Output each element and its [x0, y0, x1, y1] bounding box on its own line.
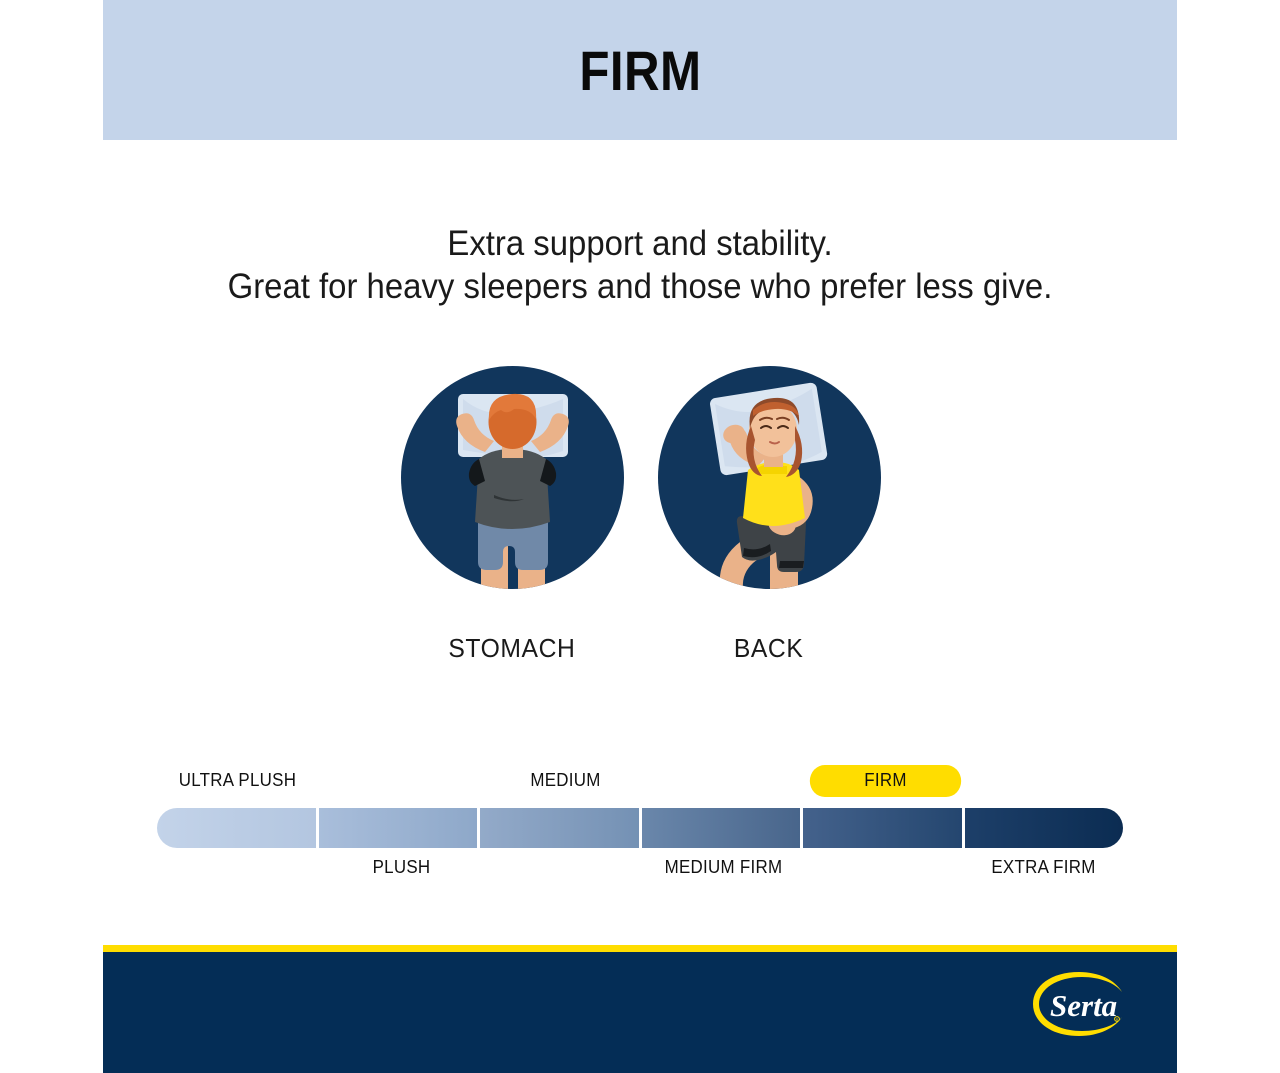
sleep-positions: STOMACH — [103, 366, 1177, 666]
svg-text:R: R — [1116, 1018, 1119, 1022]
subtitle-line-1: Extra support and stability. — [447, 224, 833, 263]
serta-wordmark: Serta — [1050, 988, 1117, 1023]
scale-segment-extra-firm[interactable] — [964, 808, 1123, 848]
scale-label-medium: MEDIUM — [530, 770, 601, 790]
position-label-stomach: STOMACH — [448, 633, 576, 663]
position-label-back: BACK — [734, 633, 804, 663]
footer-bar: Serta R — [103, 945, 1177, 1073]
content-card: FIRM Extra support and stability. Great … — [103, 0, 1177, 1073]
stomach-sleeper-icon — [400, 366, 624, 589]
position-stomach: STOMACH — [397, 366, 627, 664]
scale-label-plush: PLUSH — [372, 857, 431, 877]
scale-labels-top: ULTRA PLUSH MEDIUM FIRM — [157, 765, 1123, 808]
serta-logo: Serta R — [1029, 966, 1129, 1042]
scale-segment-firm[interactable] — [803, 808, 962, 848]
scale-label-extra-firm: EXTRA FIRM — [991, 857, 1096, 877]
firmness-scale: ULTRA PLUSH MEDIUM FIRM PLUSH MEDIUM FIR… — [157, 765, 1123, 895]
scale-label-ultra-plush: ULTRA PLUSH — [178, 770, 297, 790]
back-sleeper-icon — [657, 366, 881, 589]
subtitle-line-2: Great for heavy sleepers and those who p… — [227, 267, 1053, 306]
scale-segment-plush[interactable] — [318, 808, 477, 848]
scale-labels-bottom: PLUSH MEDIUM FIRM EXTRA FIRM — [157, 857, 1123, 891]
header-banner: FIRM — [103, 0, 1177, 140]
scale-segment-medium[interactable] — [480, 808, 639, 848]
scale-segment-ultra-plush[interactable] — [157, 808, 316, 848]
scale-label-firm-selected[interactable]: FIRM — [809, 765, 962, 797]
page-title: FIRM — [578, 38, 702, 102]
scale-segment-medium-firm[interactable] — [641, 808, 800, 848]
scale-bar — [157, 808, 1123, 848]
position-back: BACK — [654, 366, 884, 664]
scale-label-medium-firm: MEDIUM FIRM — [664, 857, 783, 877]
subtitle-block: Extra support and stability. Great for h… — [135, 222, 1145, 308]
